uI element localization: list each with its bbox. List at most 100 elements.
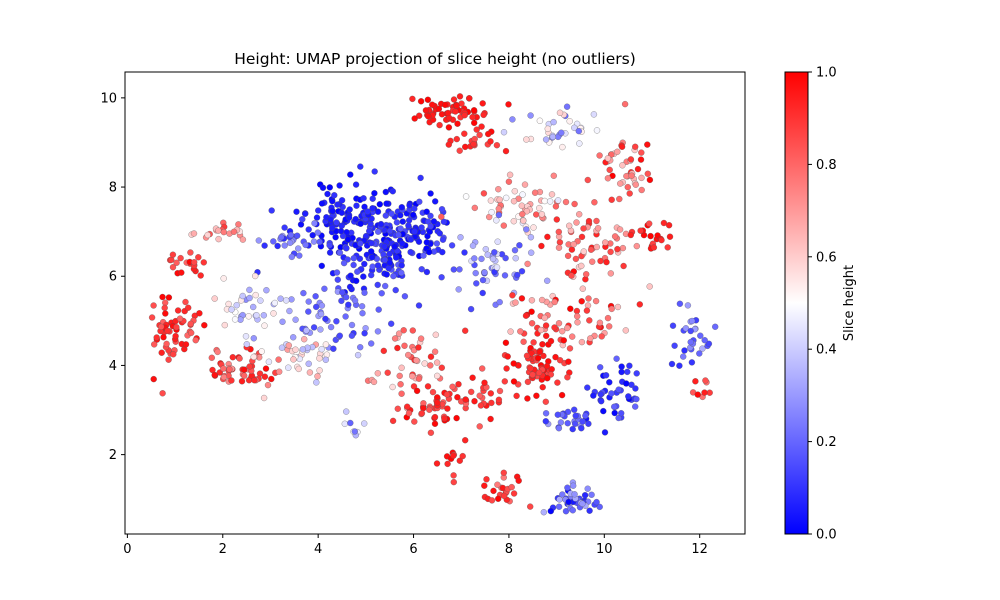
scatter-point bbox=[409, 95, 416, 103]
scatter-point bbox=[318, 346, 325, 353]
scatter-point bbox=[533, 211, 540, 218]
scatter-point bbox=[592, 297, 600, 305]
scatter-point bbox=[173, 324, 180, 331]
scatter-point bbox=[187, 320, 194, 327]
scatter-point bbox=[628, 172, 635, 179]
scatter-point bbox=[220, 365, 227, 372]
scatter-point bbox=[564, 420, 571, 427]
scatter-point bbox=[618, 143, 626, 150]
scatter-point bbox=[597, 257, 604, 265]
scatter-point bbox=[482, 246, 489, 253]
scatter-point bbox=[479, 276, 487, 284]
scatter-point bbox=[602, 372, 610, 379]
scatter-point bbox=[505, 101, 512, 108]
scatter-point bbox=[309, 232, 316, 239]
scatter-point bbox=[470, 140, 477, 148]
scatter-point bbox=[211, 371, 218, 379]
scatter-point bbox=[159, 293, 166, 301]
scatter-point bbox=[438, 213, 445, 220]
scatter-point bbox=[542, 136, 550, 143]
scatter-point bbox=[295, 365, 302, 373]
scatter-point bbox=[493, 142, 501, 149]
scatter-point bbox=[471, 204, 478, 212]
scatter-point bbox=[369, 205, 376, 212]
scatter-point bbox=[411, 205, 418, 212]
scatter-point bbox=[586, 507, 593, 514]
scatter-point bbox=[585, 295, 592, 302]
scatter-point bbox=[211, 295, 218, 302]
scatter-point bbox=[555, 320, 563, 327]
scatter-point bbox=[386, 227, 394, 235]
scatter-point bbox=[374, 370, 381, 377]
scatter-point bbox=[333, 318, 340, 325]
scatter-point bbox=[164, 327, 171, 335]
scatter-point bbox=[555, 244, 563, 251]
scatter-point bbox=[466, 95, 473, 102]
scatter-point bbox=[488, 399, 495, 407]
scatter-point bbox=[462, 437, 469, 444]
scatter-point bbox=[598, 333, 605, 340]
scatter-point bbox=[701, 337, 708, 344]
y-tick-label: 8 bbox=[109, 181, 117, 196]
scatter-point bbox=[398, 204, 405, 211]
scatter-point bbox=[425, 248, 433, 256]
scatter-point bbox=[342, 313, 349, 320]
scatter-point bbox=[450, 452, 457, 459]
scatter-point bbox=[541, 197, 548, 205]
plot-area-frame bbox=[124, 71, 746, 535]
x-tick-label: 0 bbox=[123, 542, 131, 557]
scatter-point bbox=[546, 198, 554, 205]
scatter-point bbox=[367, 220, 374, 228]
scatter-point bbox=[495, 211, 503, 219]
scatter-point bbox=[411, 115, 418, 122]
scatter-point bbox=[548, 191, 556, 198]
scatter-point bbox=[398, 364, 405, 371]
scatter-point bbox=[370, 378, 378, 386]
scatter-point bbox=[487, 415, 494, 423]
scatter-point bbox=[295, 245, 302, 252]
scatter-point bbox=[230, 228, 238, 235]
scatter-point bbox=[468, 388, 475, 396]
scatter-point bbox=[461, 112, 468, 119]
scatter-point bbox=[555, 425, 563, 432]
scatter-point bbox=[491, 249, 498, 256]
scatter-point bbox=[544, 277, 551, 284]
scatter-point bbox=[380, 347, 387, 355]
scatter-point bbox=[496, 298, 503, 306]
scatter-point bbox=[288, 253, 295, 261]
scatter-point bbox=[517, 328, 524, 335]
scatter-point bbox=[547, 507, 554, 515]
x-tick-label: 6 bbox=[409, 542, 417, 557]
scatter-point bbox=[543, 362, 551, 370]
scatter-point bbox=[536, 348, 543, 355]
scatter-point bbox=[220, 228, 227, 236]
scatter-point bbox=[409, 373, 416, 380]
scatter-point bbox=[399, 218, 406, 225]
scatter-point bbox=[575, 127, 582, 135]
scatter-point bbox=[632, 143, 639, 150]
scatter-point bbox=[591, 199, 598, 206]
scatter-point bbox=[299, 346, 306, 353]
scatter-point bbox=[305, 226, 312, 233]
scatter-point bbox=[550, 172, 557, 179]
scatter-point bbox=[410, 383, 418, 390]
scatter-points bbox=[148, 93, 719, 516]
scatter-point bbox=[285, 364, 292, 371]
scatter-point bbox=[504, 353, 511, 360]
scatter-point bbox=[389, 188, 396, 195]
scatter-point bbox=[173, 259, 180, 266]
scatter-point bbox=[495, 205, 502, 212]
scatter-point bbox=[389, 417, 397, 425]
scatter-point bbox=[559, 491, 566, 498]
colorbar-tick-label: 0.2 bbox=[816, 435, 837, 450]
scatter-point bbox=[185, 304, 192, 311]
scatter-point bbox=[214, 348, 221, 356]
scatter-point bbox=[569, 425, 576, 433]
scatter-point bbox=[301, 336, 308, 343]
scatter-point bbox=[439, 236, 447, 243]
scatter-point bbox=[608, 196, 615, 203]
scatter-point bbox=[329, 197, 336, 205]
scatter-point bbox=[701, 389, 708, 396]
scatter-point bbox=[518, 295, 526, 302]
scatter-point bbox=[386, 259, 393, 266]
